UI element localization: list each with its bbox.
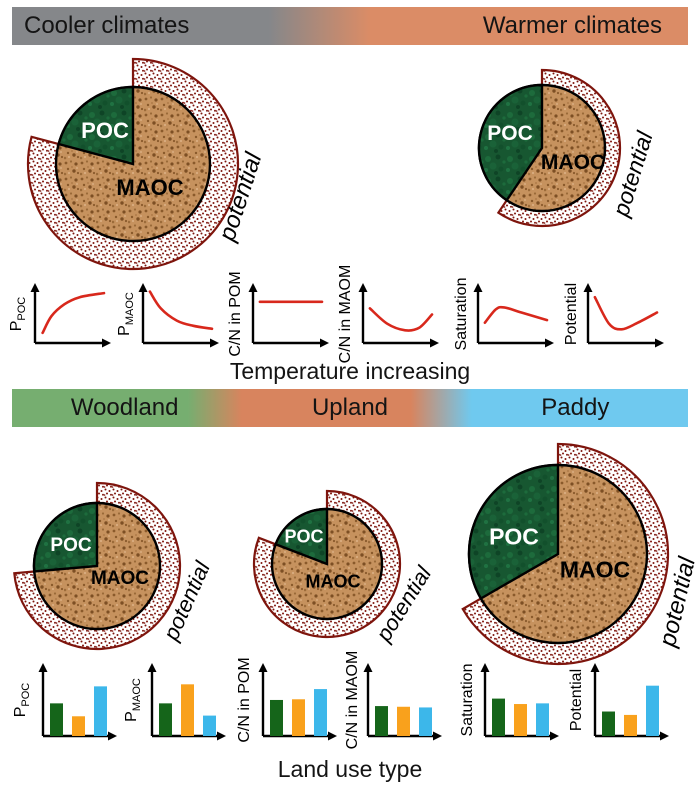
trend-curve-pmaoc xyxy=(148,290,214,331)
bar-c-n-in-maom-2 xyxy=(419,707,432,736)
axis-label-main: Potential xyxy=(568,668,585,732)
maoc-label: MAOC xyxy=(116,175,184,200)
trend-curve-c-n-in-maom xyxy=(368,307,434,332)
axis-label-ppoc: PPOC xyxy=(12,683,32,718)
bar-pmaoc-0 xyxy=(159,703,172,736)
poc-label: POC xyxy=(284,526,324,547)
line-graph-c-n-in-maom-axes xyxy=(358,283,439,348)
axis-label-pmaoc: PMAOC xyxy=(123,678,143,722)
poc-slice xyxy=(467,463,560,601)
axis-label-main: C/N in MAOM xyxy=(337,264,354,364)
pie-upland xyxy=(252,489,402,639)
bar-c-n-in-maom-1 xyxy=(397,706,410,736)
pie-paddy xyxy=(461,442,670,666)
bar-saturation-2 xyxy=(536,703,549,736)
temperature-axis-caption: Temperature increasing xyxy=(229,358,471,384)
poc-label: POC xyxy=(50,535,92,556)
axis-label-main: C/N in POM xyxy=(236,657,253,743)
pie-cooler xyxy=(26,57,240,271)
bar-c-n-in-maom-0 xyxy=(375,706,388,736)
axis-label-main: Potential xyxy=(563,282,580,346)
poc-label: POC xyxy=(81,118,129,143)
bar-pmaoc-1 xyxy=(181,684,194,736)
axis-label-c-n-in-maom: C/N in MAOM xyxy=(337,265,355,364)
bar-c-n-in-pom-2 xyxy=(314,689,327,736)
line-graph-ppoc-axes xyxy=(30,283,111,348)
line-graph-saturation-axes xyxy=(473,283,554,348)
trend-curve-potential xyxy=(593,295,659,331)
maoc-label: MAOC xyxy=(559,556,631,583)
maoc-label: MAOC xyxy=(305,571,361,592)
maoc-label: MAOC xyxy=(90,568,150,589)
upland-label: Upland xyxy=(311,394,389,421)
axis-label-sub: MAOC xyxy=(131,678,144,712)
pie-warmer xyxy=(477,68,622,228)
poc-slice xyxy=(477,83,544,202)
axis-label-c-n-in-pom: C/N in POM xyxy=(227,271,245,356)
pie-woodland xyxy=(13,481,182,651)
axis-label-main: Saturation xyxy=(459,663,476,737)
axis-label-main: C/N in MAOM xyxy=(344,650,361,750)
poc-label: POC xyxy=(489,523,539,550)
woodland-label: Woodland xyxy=(70,394,179,421)
warmer-climates-label: Warmer climates xyxy=(482,12,662,39)
bar-saturation-1 xyxy=(514,704,527,736)
bar-potential-2 xyxy=(646,685,659,736)
axis-label-pmaoc: PMAOC xyxy=(116,292,136,336)
trend-curve-saturation xyxy=(483,305,549,324)
axis-label-sub: MAOC xyxy=(124,292,137,326)
bar-ppoc-0 xyxy=(50,703,63,736)
poc-slice xyxy=(274,507,329,566)
trend-curve-ppoc xyxy=(41,291,106,335)
paddy-label: Paddy xyxy=(541,394,610,421)
axis-label-saturation: Saturation xyxy=(459,664,477,737)
bar-pmaoc-2 xyxy=(203,715,216,736)
bar-ppoc-1 xyxy=(72,716,85,736)
axis-label-main: P xyxy=(7,320,25,332)
bar-potential-0 xyxy=(602,711,615,736)
axis-label-ppoc: PPOC xyxy=(8,297,28,332)
axis-label-sub: POC xyxy=(20,682,33,707)
poc-slice xyxy=(32,501,99,573)
axis-label-main: C/N in POM xyxy=(227,271,244,357)
landuse-axis-caption: Land use type xyxy=(277,756,423,782)
landuse-gradient-bar: Woodland Upland Paddy xyxy=(12,389,688,427)
bar-saturation-0 xyxy=(492,698,505,736)
axis-label-main: P xyxy=(11,706,29,718)
climate-gradient-bar: Cooler climates Warmer climates xyxy=(12,7,688,45)
line-graph-potential-axes xyxy=(583,283,664,348)
bar-c-n-in-pom-0 xyxy=(270,699,283,736)
line-graph-c-n-in-pom-axes xyxy=(248,283,329,348)
axis-label-sub: POC xyxy=(16,296,29,321)
maoc-label: MAOC xyxy=(540,151,606,174)
axis-label-main: P xyxy=(122,711,140,722)
axis-label-c-n-in-maom: C/N in MAOM xyxy=(344,651,362,750)
poc-label: POC xyxy=(487,122,533,145)
bar-c-n-in-pom-1 xyxy=(292,699,305,736)
bar-potential-1 xyxy=(624,714,637,736)
poc-slice xyxy=(57,85,135,166)
axis-label-potential: Potential xyxy=(568,669,586,731)
axis-label-main: P xyxy=(115,325,133,336)
bar-ppoc-2 xyxy=(94,686,107,736)
axis-label-main: Saturation xyxy=(453,277,470,351)
axis-label-potential: Potential xyxy=(563,283,581,345)
cooler-climates-label: Cooler climates xyxy=(24,12,190,39)
axis-label-c-n-in-pom: C/N in POM xyxy=(236,657,254,742)
axis-label-saturation: Saturation xyxy=(453,278,471,351)
line-graph-pmaoc-axes xyxy=(138,283,219,348)
